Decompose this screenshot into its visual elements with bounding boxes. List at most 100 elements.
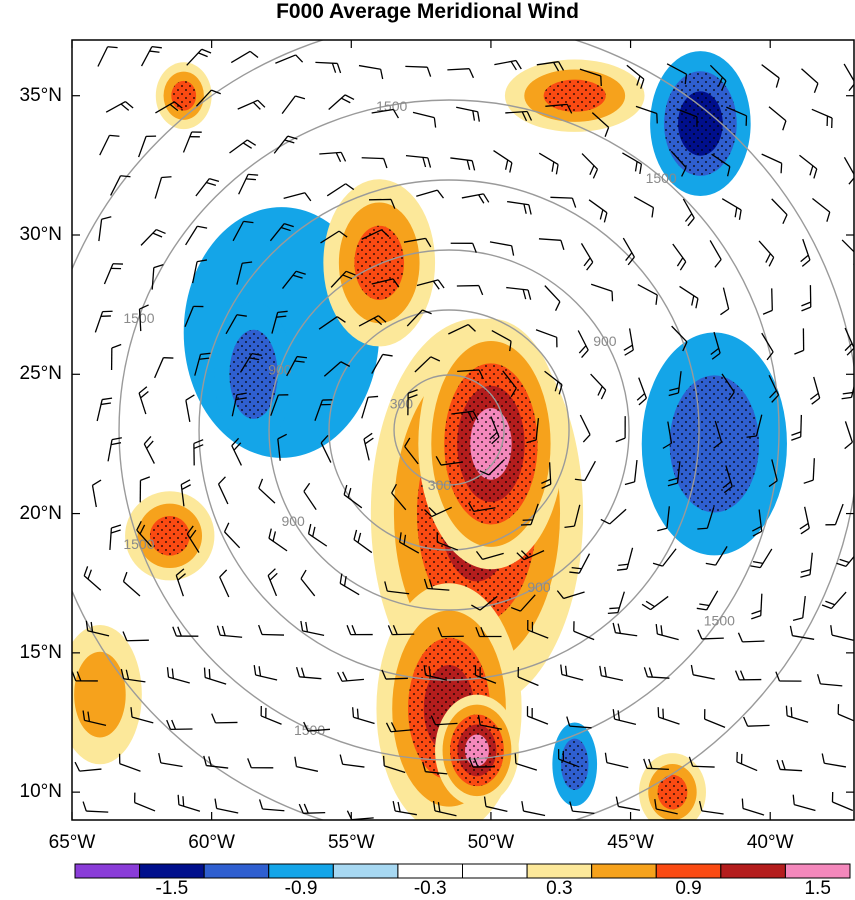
- colorbar-swatch: [526, 863, 593, 879]
- wind-barb-flag: [373, 317, 383, 326]
- wind-barb: [515, 762, 538, 771]
- wind-barb-flag: [790, 707, 793, 718]
- range-ring-label: 900: [281, 513, 305, 529]
- wind-barb-flag: [203, 667, 206, 678]
- wind-barb-flag: [583, 257, 591, 267]
- wind-barb-flag: [720, 308, 730, 316]
- wind-barb-flag: [343, 484, 348, 495]
- wind-barb-flag: [422, 761, 427, 772]
- wind-barb-flag: [139, 524, 146, 535]
- wind-barb: [154, 177, 163, 199]
- wind-barb: [809, 552, 813, 575]
- wind-barb: [343, 494, 363, 509]
- wind-barb-flag: [475, 626, 481, 637]
- wind-barb: [657, 633, 679, 641]
- wind-barb-flag: [600, 389, 607, 400]
- y-tick-label: 35°N: [19, 84, 62, 106]
- wind-barb: [217, 483, 229, 505]
- wind-barb: [296, 765, 319, 772]
- wind-barb-flag: [607, 612, 618, 614]
- wind-barb-flag: [526, 439, 537, 444]
- wind-barb: [802, 595, 806, 618]
- wind-barb-flag: [785, 705, 788, 716]
- wind-barb-flag: [541, 478, 551, 484]
- wind-barb-flag: [483, 796, 487, 807]
- wind-barb-flag: [471, 160, 476, 171]
- wind-barb-flag: [624, 481, 635, 486]
- wind-barb-flag: [612, 622, 617, 633]
- wind-barb: [656, 808, 678, 815]
- wind-barb-flag: [307, 523, 312, 534]
- wind-barb: [671, 325, 688, 343]
- wind-barb: [706, 590, 719, 611]
- wind-barb-flag: [668, 392, 679, 397]
- range-ring-label: 1500: [704, 612, 735, 628]
- wind-barb: [87, 630, 110, 637]
- wind-barb: [502, 370, 517, 389]
- wind-barb-flag: [172, 626, 177, 637]
- wind-barb-flag: [676, 257, 684, 267]
- wind-barb: [677, 371, 682, 394]
- wind-barb: [523, 550, 545, 561]
- wind-barb-flag: [381, 669, 387, 680]
- wind-barb-flag: [556, 590, 565, 599]
- wind-barb-flag: [734, 207, 738, 218]
- stipple-pink-south: [464, 734, 489, 767]
- wind-barb: [488, 459, 505, 476]
- wind-barb-flag: [569, 571, 580, 574]
- wind-barb: [715, 546, 728, 566]
- wind-barb-flag: [844, 441, 853, 450]
- wind-barb-flag: [657, 527, 668, 532]
- wind-barb: [709, 240, 722, 260]
- wind-barb-flag: [765, 253, 771, 263]
- wind-barb-flag: [477, 715, 481, 726]
- wind-barb-flag: [582, 434, 591, 443]
- wind-barb-flag: [604, 666, 607, 677]
- wind-barb-flag: [171, 719, 177, 730]
- wind-barb-flag: [811, 397, 821, 405]
- wind-barb-flag: [466, 159, 471, 170]
- wind-barb-flag: [751, 615, 761, 620]
- colorbar-swatch: [203, 863, 270, 879]
- wind-barb: [185, 225, 198, 246]
- wind-barb: [573, 504, 581, 527]
- wind-barb: [662, 548, 677, 567]
- wind-barb: [399, 541, 420, 554]
- x-tick-label: 50°W: [467, 832, 515, 853]
- wind-barb: [299, 676, 322, 680]
- wind-barb: [323, 361, 342, 377]
- wind-barb-flag: [347, 487, 352, 498]
- wind-barb-flag: [467, 411, 474, 422]
- wind-barb: [123, 678, 146, 683]
- wind-barb-flag: [836, 562, 847, 568]
- wind-barb-flag: [684, 213, 693, 222]
- wind-barb-flag: [221, 625, 226, 636]
- wind-barb-flag: [300, 620, 304, 631]
- wind-barb: [758, 509, 763, 532]
- wind-barb-flag: [560, 240, 565, 251]
- wind-barb-flag: [425, 238, 432, 248]
- wind-barb-flag: [235, 397, 246, 401]
- wind-barb-flag: [111, 437, 122, 441]
- stipple-orange-arm: [354, 225, 405, 300]
- wind-barb: [682, 198, 695, 219]
- wind-barb-flag: [592, 168, 599, 179]
- wind-barb-flag: [231, 437, 240, 447]
- wind-barb-flag: [185, 394, 195, 401]
- wind-barb: [434, 810, 457, 817]
- wind-barb-flag: [342, 671, 348, 682]
- wind-barb-flag: [82, 710, 86, 721]
- wind-barb: [175, 575, 184, 597]
- wind-barb-flag: [177, 573, 186, 581]
- wind-barb-flag: [174, 101, 183, 109]
- wind-barb-flag: [343, 576, 347, 587]
- wind-barb-flag: [382, 755, 385, 766]
- wind-barb-flag: [407, 389, 418, 394]
- range-ring-label: 1500: [646, 170, 677, 186]
- x-tick-label: 40°W: [746, 832, 794, 853]
- wind-barb: [845, 555, 854, 567]
- wind-barb-flag: [791, 436, 801, 441]
- wind-barb-flag: [171, 668, 174, 679]
- wind-barb: [414, 356, 432, 373]
- wind-barb-flag: [180, 479, 191, 486]
